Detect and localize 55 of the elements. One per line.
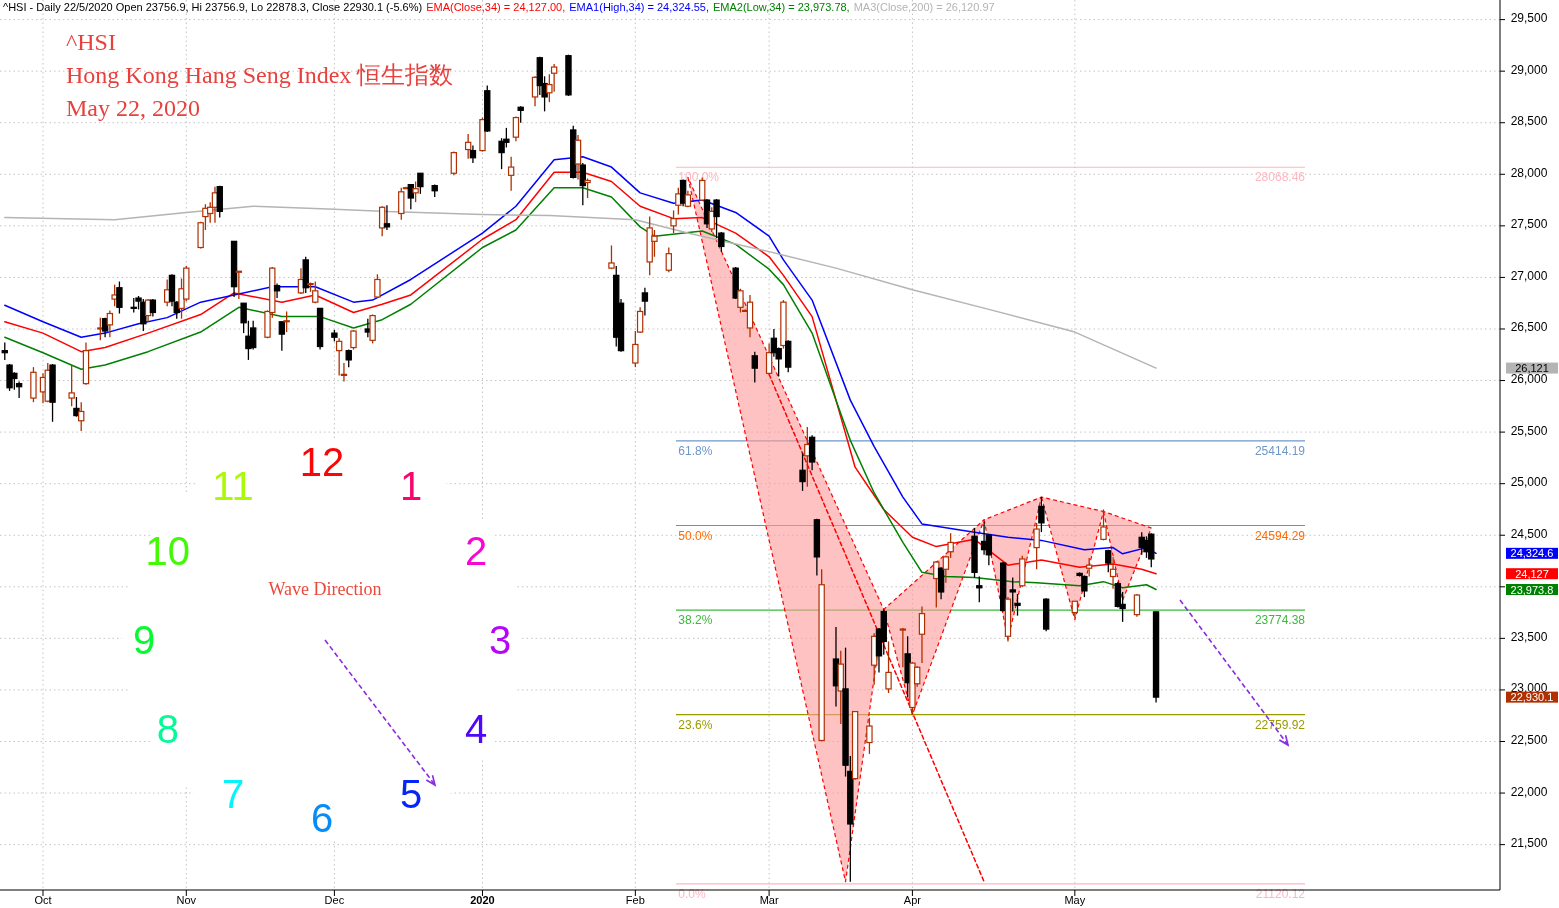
- ref-line-label: 23774.38: [1254, 613, 1306, 628]
- annotation: 2: [465, 529, 488, 573]
- annotation: 9: [132, 618, 156, 662]
- value-tag: 24,127: [1506, 567, 1558, 580]
- y-tick-label: 27,000: [1510, 268, 1548, 283]
- annotation: 5: [399, 772, 423, 817]
- annotation: 6: [310, 796, 334, 840]
- ref-line-label: 25414.19: [1254, 443, 1306, 458]
- annotation: 38.2%: [678, 613, 713, 628]
- line-series: [4, 205, 1157, 369]
- y-tick-label: 22,000: [1510, 784, 1548, 799]
- annotation: 10: [145, 529, 191, 573]
- x-tick-label: Dec: [324, 894, 345, 906]
- y-tick-label: 28,500: [1510, 114, 1548, 129]
- series-names: EMA(Close,34) = 24,127.00, EMA1(High,34) = 24,324.55, EMA2(Low,34) = 23,973.78, MA3(Close,200) = 26,120.97: [426, 1, 995, 13]
- ref-line-label: 21120.12: [1255, 886, 1306, 901]
- value-tag: 23,973.8: [1506, 583, 1558, 596]
- y-tick-label: 25,500: [1510, 423, 1548, 438]
- x-tick-label: Oct: [34, 894, 52, 906]
- value-tag: 24,324.6: [1506, 547, 1558, 560]
- annotation: Wave Direction: [268, 579, 382, 599]
- annotation: 8: [156, 707, 179, 751]
- annotation: 61.8%: [678, 443, 713, 458]
- ref-line-label: 22759.92: [1254, 717, 1306, 732]
- annotation: 50.0%: [678, 528, 713, 543]
- y-tick-label: 22,500: [1510, 732, 1548, 747]
- text: ^HSI Hong Kong Hang Seng Index 恒生指数 May 22, 2020: [66, 29, 454, 121]
- y-tick-label: 23,500: [1510, 629, 1548, 644]
- y-tick-label: 28,000: [1510, 165, 1548, 180]
- x-tick-label: Feb: [625, 894, 645, 906]
- y-tick-label: 26,500: [1510, 320, 1548, 335]
- annotation: 7: [221, 772, 245, 817]
- value-tag: 26,121: [1506, 362, 1558, 375]
- annotation: 23.6%: [678, 717, 713, 732]
- x-tick-label: May: [1064, 894, 1086, 906]
- y-tick-label: 29,500: [1510, 11, 1548, 26]
- x-tick-label: 2020: [470, 894, 495, 906]
- y-tick-label: 24,500: [1510, 526, 1548, 541]
- annotation: 11: [212, 463, 254, 508]
- y-tick-label: 25,000: [1510, 475, 1548, 490]
- header: ^HSI - Daily 22/5/2020 Open 23756.9, Hi 23756.9, Lo 22878.3, Close 22930.1 (-5.6%): [3, 1, 423, 13]
- annotation: 0.0%: [678, 886, 707, 901]
- ref-line-label: 28068.46: [1254, 170, 1306, 185]
- y-tick-label: 21,500: [1510, 836, 1548, 851]
- x-tick-label: Mar: [759, 894, 779, 906]
- ref-line-label: 24594.29: [1254, 528, 1306, 543]
- y-tick-label: 27,500: [1510, 217, 1548, 232]
- x-tick-label: Nov: [176, 894, 197, 906]
- annotation: 1: [399, 463, 423, 508]
- annotation: 3: [488, 618, 512, 662]
- annotation: 12: [299, 440, 345, 484]
- annotation: 4: [465, 707, 488, 751]
- y-tick-label: 26,000: [1510, 372, 1548, 387]
- y-tick-label: 29,000: [1510, 62, 1548, 77]
- x-tick-label: Apr: [903, 894, 922, 906]
